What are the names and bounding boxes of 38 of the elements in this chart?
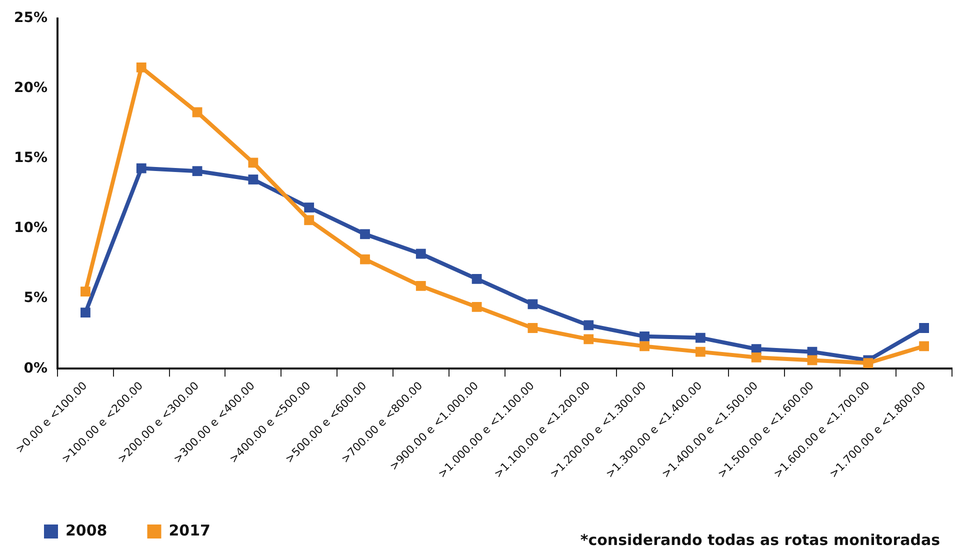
text: *considerando todas as rotas monitoradas <box>580 530 940 549</box>
point <box>584 334 594 344</box>
point <box>528 299 538 310</box>
point <box>695 346 706 357</box>
point <box>192 107 202 118</box>
point <box>528 323 538 333</box>
point <box>919 341 929 352</box>
point <box>136 62 146 72</box>
y-tick-label: 10% <box>14 220 48 236</box>
y-tick-label: 5% <box>24 290 48 306</box>
point <box>360 229 370 240</box>
y-tick-label: 0% <box>24 360 48 376</box>
point <box>304 202 314 212</box>
point <box>360 254 370 264</box>
legend-label: 2017 <box>168 521 210 540</box>
point <box>248 158 258 168</box>
point <box>192 166 202 176</box>
legend-label: 2008 <box>66 521 108 540</box>
point <box>695 332 706 343</box>
point <box>640 331 650 342</box>
point <box>248 174 258 184</box>
point <box>472 302 482 312</box>
point <box>472 274 482 284</box>
point <box>863 358 874 368</box>
point <box>80 286 90 297</box>
point <box>80 308 90 318</box>
point <box>416 248 426 259</box>
point <box>136 163 146 174</box>
point <box>751 352 762 362</box>
point <box>919 323 929 333</box>
point <box>807 355 818 366</box>
point <box>584 320 594 330</box>
y-tick-label: 25% <box>14 10 48 26</box>
point <box>304 215 314 226</box>
y-tick-label: 20% <box>14 80 48 96</box>
point <box>640 341 650 352</box>
point <box>416 281 426 291</box>
y-tick-label: 15% <box>14 150 48 166</box>
